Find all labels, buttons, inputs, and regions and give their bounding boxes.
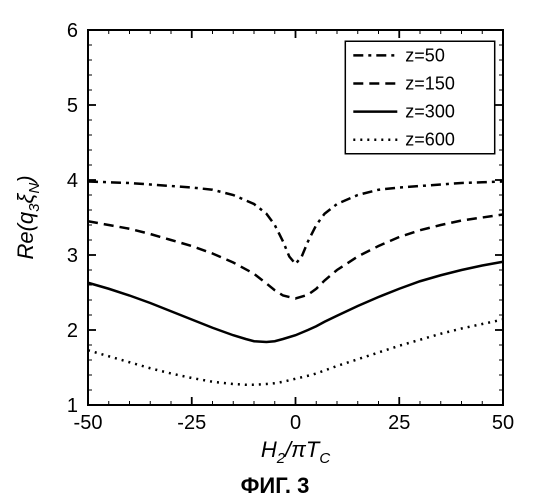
y-tick-label: 6: [67, 20, 78, 42]
legend-label: z=50: [405, 45, 445, 65]
figure: -50-2502550 123456 z=50z=150z=300z=600 H…: [0, 0, 550, 500]
legend-label: z=300: [405, 102, 455, 122]
figure-caption: ФИГ. 3: [241, 473, 310, 498]
x-tick-label: -25: [177, 412, 206, 434]
x-tick-label: 0: [290, 412, 301, 434]
legend-label: z=600: [405, 130, 455, 150]
y-tick-label: 1: [67, 395, 78, 417]
x-tick-label: 50: [492, 412, 514, 434]
legend-label: z=150: [405, 73, 455, 93]
y-tick-label: 4: [67, 170, 78, 192]
x-tick-label: 25: [388, 412, 410, 434]
y-tick-label: 2: [67, 320, 78, 342]
y-tick-label: 3: [67, 245, 78, 267]
y-tick-label: 5: [67, 95, 78, 117]
legend: z=50 z=150 z=300 z=600: [345, 41, 494, 154]
